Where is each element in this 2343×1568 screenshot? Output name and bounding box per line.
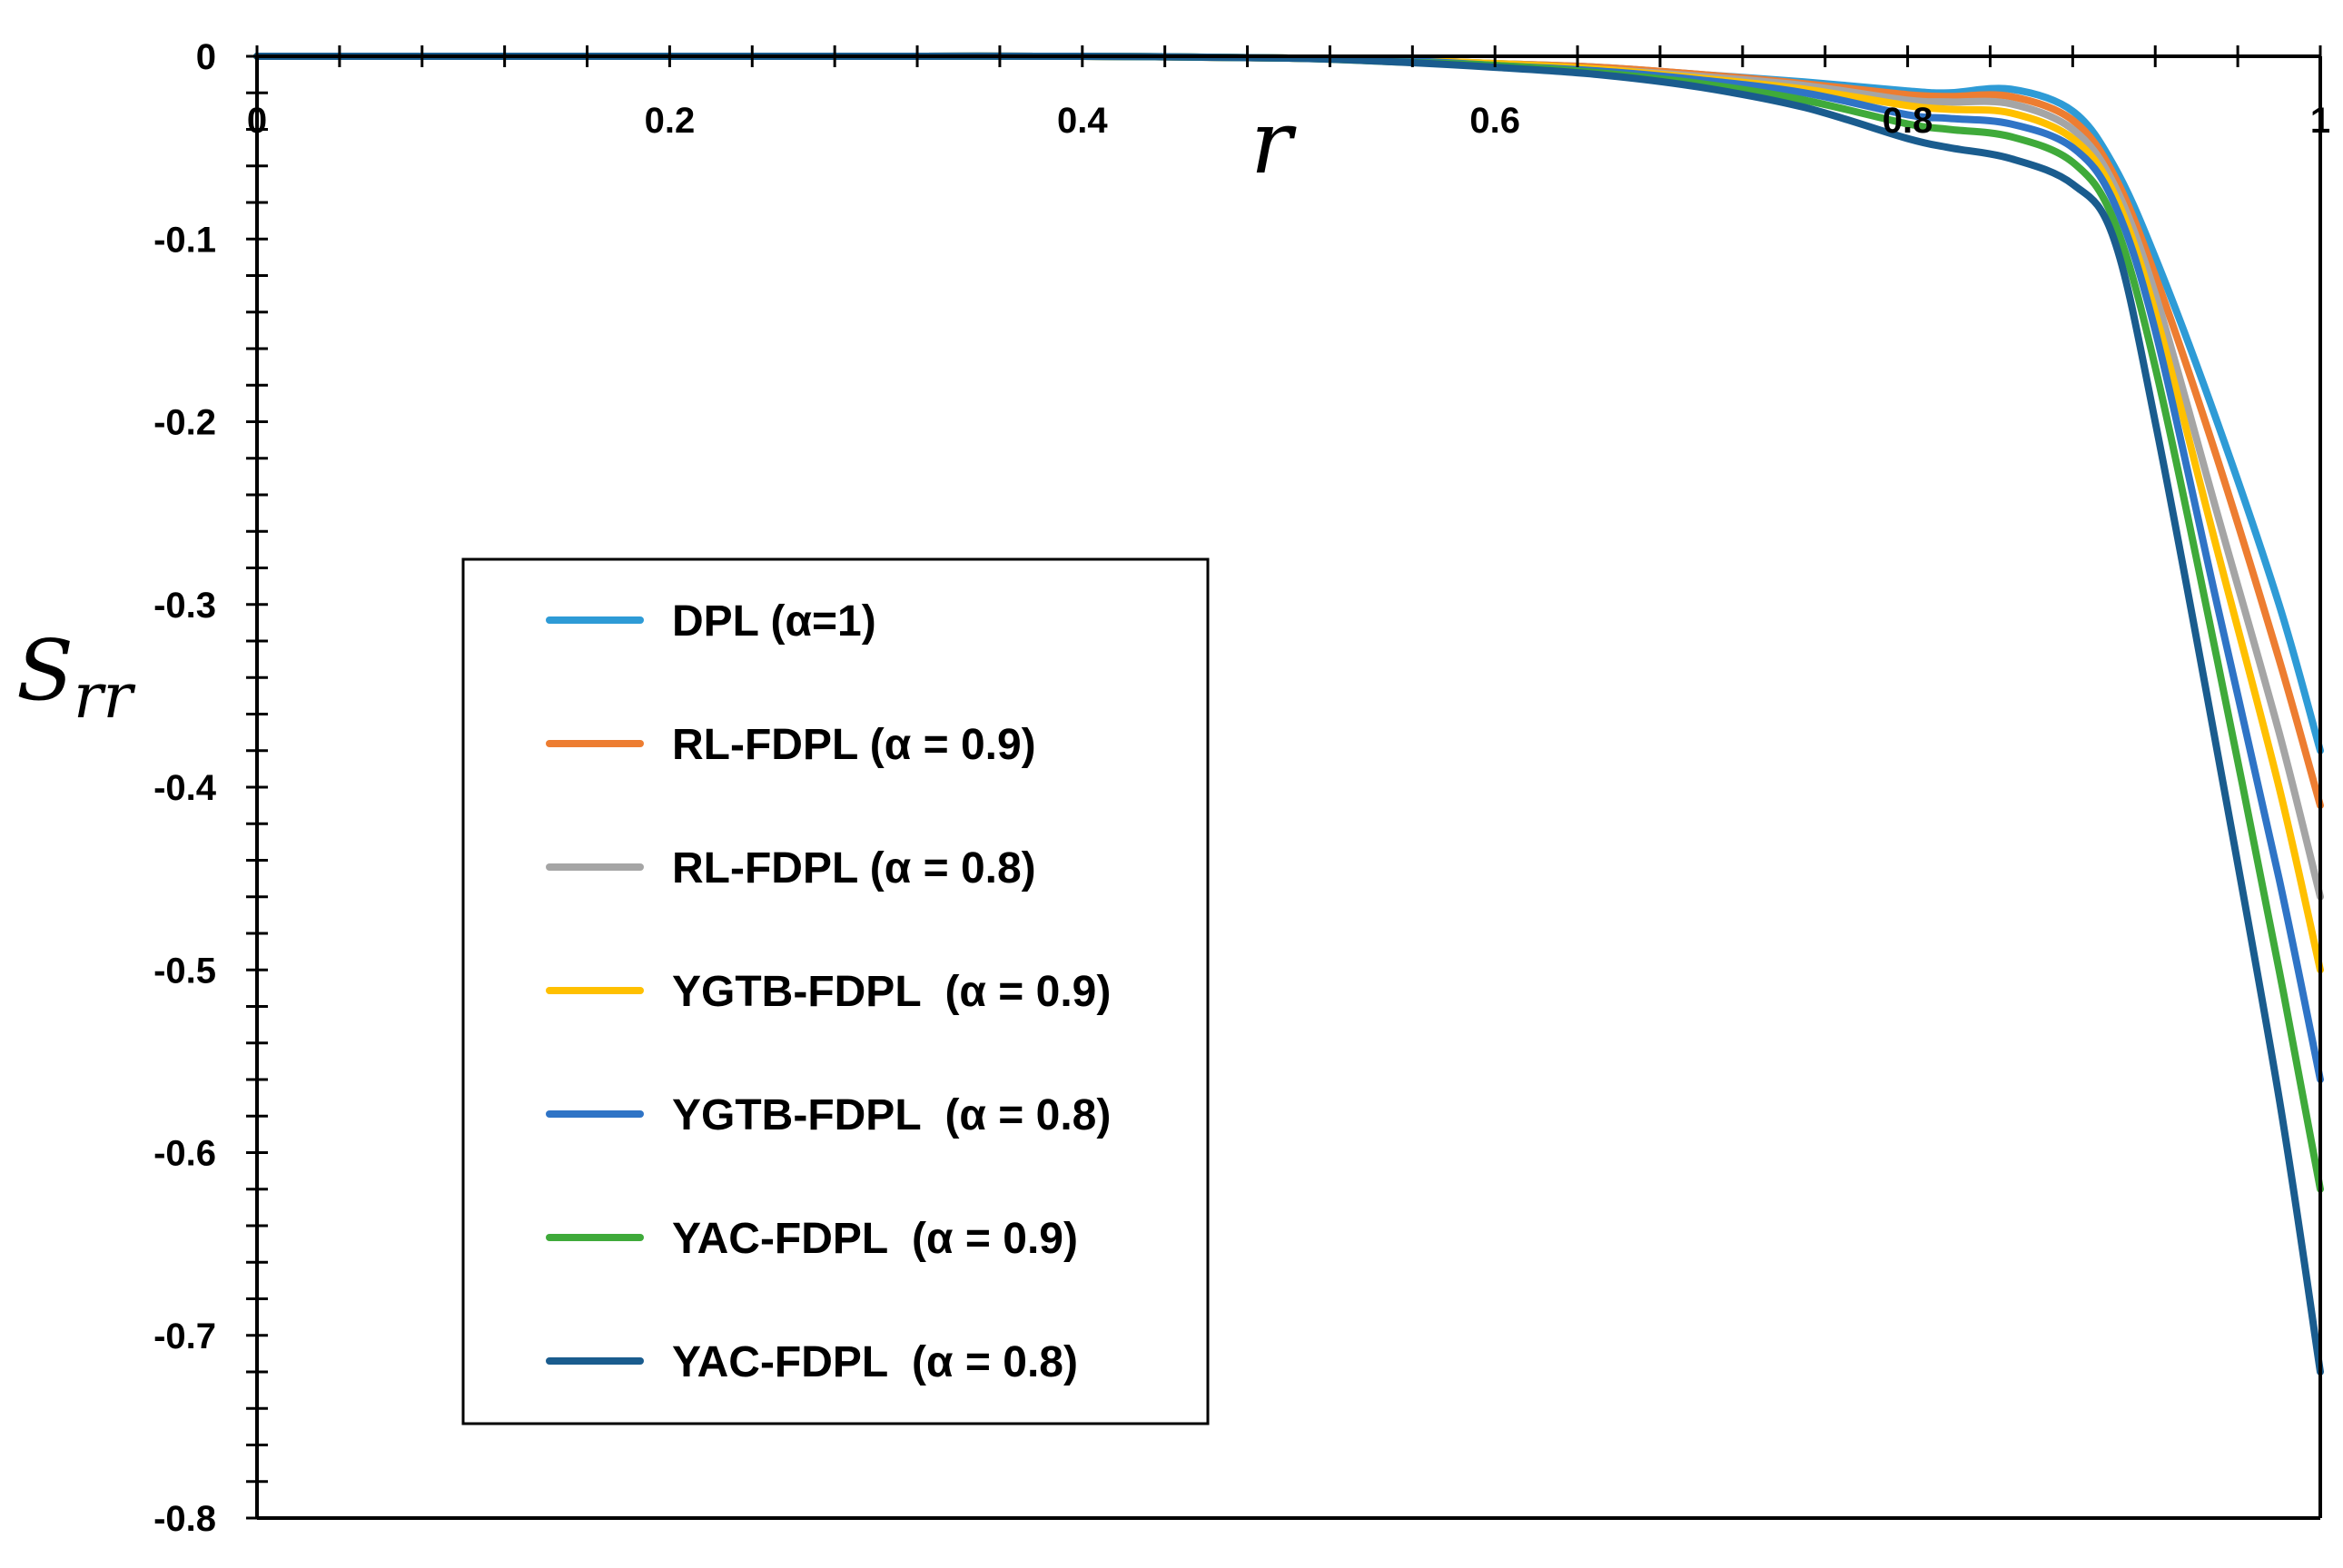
legend-label-1: DPL (α=1) [672, 597, 876, 646]
y-tick-label: -0.6 [153, 1134, 216, 1174]
legend-label-3: RL-FDPL (α = 0.8) [672, 844, 1036, 892]
x-tick-label: 0.8 [1883, 101, 1933, 141]
y-axis-title-subscript: rr [74, 661, 136, 733]
y-axis-title: Srr [16, 622, 136, 733]
legend-label-7: YAC-FDPL (α = 0.8) [672, 1338, 1078, 1386]
y-tick-label: -0.1 [153, 220, 216, 260]
x-tick-label: 0.2 [645, 101, 696, 141]
y-tick-label: -0.3 [153, 586, 216, 626]
x-tick-label: 1 [2310, 101, 2330, 141]
legend-label-2: RL-FDPL (α = 0.9) [672, 721, 1036, 769]
y-tick-label: -0.5 [153, 951, 216, 991]
legend-label-4: YGTB-FDPL (α = 0.9) [672, 968, 1111, 1016]
y-tick-label: -0.4 [153, 768, 217, 808]
y-axis-title-main: S [16, 622, 74, 719]
axis-labels-layer: r Srr [16, 92, 1297, 733]
legend: DPL (α=1) RL-FDPL (α = 0.9) RL-FDPL (α = 0… [461, 557, 1210, 1425]
axes-layer: 0 0.2 0.4 0.6 0.8 1 0 -0.1 -0.2 -0.3 -0.4 -0.5 -0.6 -… [153, 37, 2330, 1539]
legend-label-5: YGTB-FDPL (α = 0.8) [672, 1091, 1111, 1139]
x-tick-label: 0 [247, 101, 267, 141]
x-axis-title: r [1251, 92, 1297, 193]
y-tick-label: 0 [196, 37, 216, 77]
y-tick-label: -0.7 [153, 1317, 216, 1356]
x-tick-label: 0.6 [1469, 101, 1520, 141]
legend-label-6: YAC-FDPL (α = 0.9) [672, 1215, 1078, 1263]
y-tick-label: -0.2 [153, 403, 216, 443]
y-tick-label: -0.8 [153, 1499, 216, 1539]
x-tick-label: 0.4 [1057, 101, 1108, 141]
